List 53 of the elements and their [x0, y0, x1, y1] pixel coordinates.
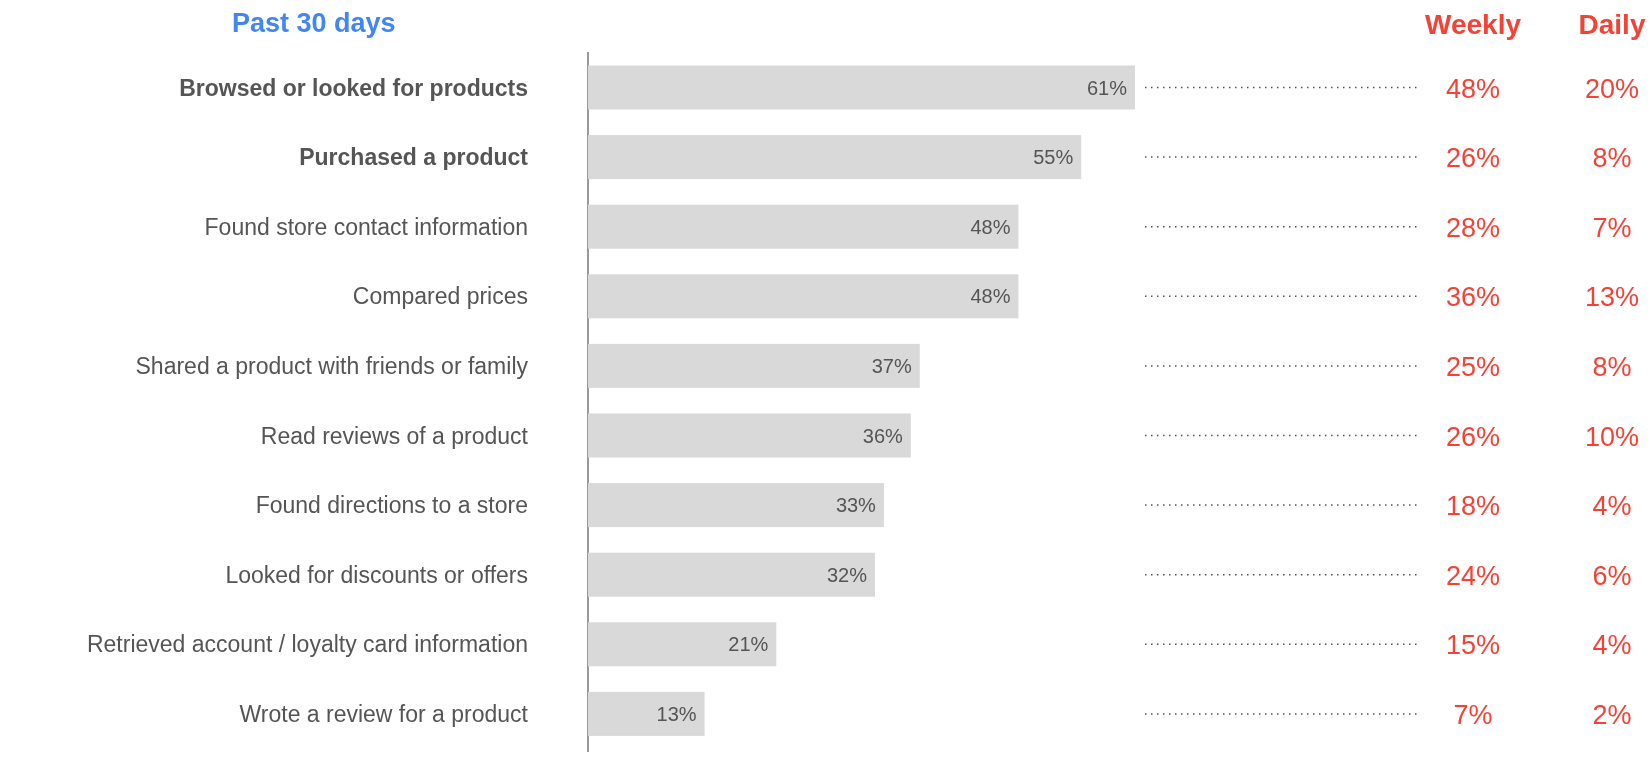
bar: [588, 691, 705, 736]
y-tick-label: Shared a product with friends or family: [135, 352, 529, 379]
data-label: 61%: [1086, 76, 1128, 99]
y-tick-label: Found directions to a store: [255, 492, 528, 519]
data-label: 7%: [1592, 212, 1632, 243]
data-label: 18%: [1445, 491, 1501, 522]
bar: [588, 343, 920, 388]
data-label: 28%: [1445, 212, 1501, 243]
data-label: 20%: [1584, 73, 1640, 104]
data-label: 26%: [1445, 143, 1501, 174]
data-label: 2%: [1592, 699, 1632, 730]
data-label: 13%: [656, 702, 697, 725]
data-label: 7%: [1453, 699, 1493, 730]
data-label: 4%: [1592, 630, 1632, 661]
data-label: 37%: [871, 354, 912, 377]
bar: [588, 552, 875, 597]
y-tick-label: Purchased a product: [299, 144, 529, 171]
text: Past 30 days: [232, 8, 396, 38]
y-tick-label: Found store contact information: [204, 213, 528, 240]
data-label: 21%: [728, 633, 769, 656]
data-label: 36%: [862, 424, 904, 447]
data-label: 13%: [1584, 282, 1640, 313]
data-label: 15%: [1445, 630, 1501, 661]
data-label: 48%: [1445, 73, 1501, 104]
bar: [588, 204, 1019, 249]
data-label: 33%: [835, 494, 877, 517]
bar: [588, 135, 1082, 180]
data-label: 8%: [1592, 351, 1632, 382]
y-tick-label: Wrote a review for a product: [239, 700, 529, 727]
y-tick-label: Read reviews of a product: [260, 422, 529, 449]
y-tick-label: Looked for discounts or offers: [225, 561, 528, 588]
bar: [588, 65, 1135, 110]
y-tick-label: Compared prices: [352, 283, 528, 310]
data-label: 55%: [1033, 146, 1074, 169]
text: Weekly: [1425, 9, 1522, 40]
data-label: 32%: [826, 563, 868, 586]
data-label: 25%: [1445, 351, 1501, 382]
text: Daily: [1578, 9, 1646, 40]
data-label: 48%: [970, 285, 1011, 308]
data-label: 24%: [1445, 560, 1501, 591]
data-label: 6%: [1592, 560, 1632, 591]
bar: [588, 413, 911, 458]
bar: [588, 274, 1019, 319]
data-label: 4%: [1592, 491, 1632, 522]
y-tick-label: Browsed or looked for products: [179, 74, 528, 101]
data-label: 48%: [970, 215, 1011, 238]
data-label: 8%: [1592, 143, 1632, 174]
data-label: 10%: [1584, 421, 1640, 452]
data-label: 26%: [1445, 421, 1501, 452]
bar: [588, 622, 777, 667]
y-tick-label: Retrieved account / loyalty card information: [86, 631, 528, 658]
data-label: 36%: [1445, 282, 1501, 313]
bar: [588, 483, 884, 528]
